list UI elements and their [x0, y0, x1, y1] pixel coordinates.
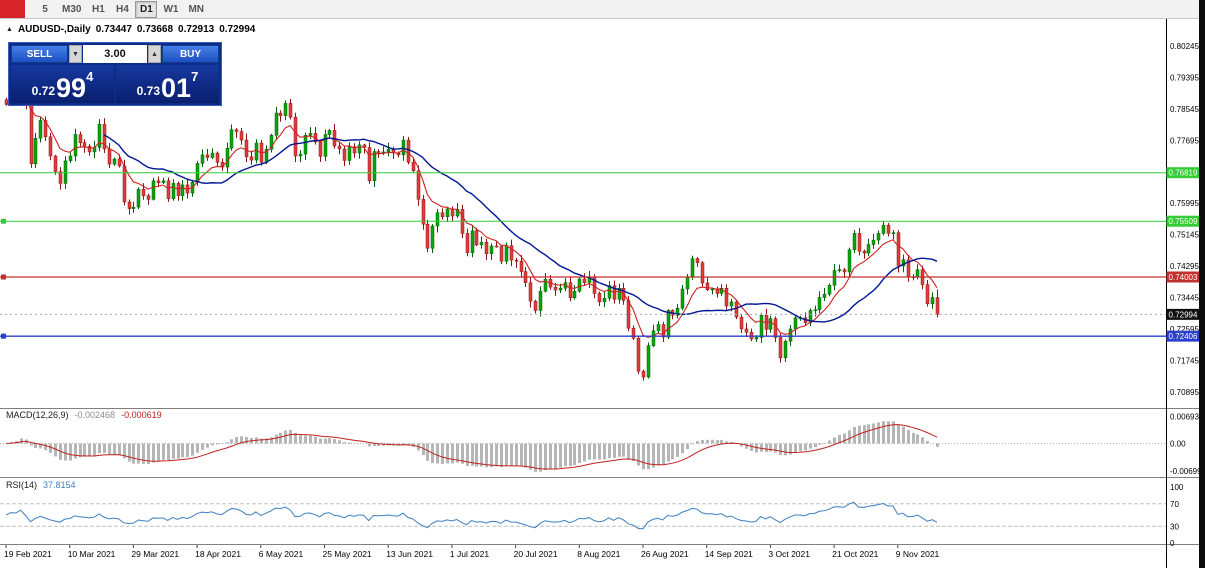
toolbar-red-icon[interactable] [0, 0, 25, 18]
svg-text:0.74295: 0.74295 [1170, 262, 1199, 271]
price-badge-0.75509: 0.75509 [1166, 215, 1199, 227]
svg-text:0.75145: 0.75145 [1170, 231, 1199, 240]
svg-text:0.78545: 0.78545 [1170, 105, 1199, 114]
hline-0.72406[interactable] [0, 333, 1166, 339]
chevron-up-icon: ▲ [151, 50, 158, 58]
svg-text:0.75509: 0.75509 [1169, 217, 1198, 226]
window-edge [1199, 0, 1205, 568]
svg-text:6 May 2021: 6 May 2021 [259, 549, 304, 559]
price-badge-0.72406: 0.72406 [1166, 330, 1199, 342]
svg-text:26 Aug 2021: 26 Aug 2021 [641, 549, 689, 559]
svg-text:0: 0 [1170, 539, 1175, 548]
sell-button[interactable]: SELL [11, 45, 68, 63]
timeframe-buttons: 5 M30 H1 H4 D1 W1 MN [33, 0, 209, 18]
svg-text:21 Oct 2021: 21 Oct 2021 [832, 549, 879, 559]
svg-text:20 Jul 2021: 20 Jul 2021 [514, 549, 558, 559]
trade-controls-row: SELL ▼ 3.00 ▲ BUY [11, 45, 219, 63]
svg-text:30: 30 [1170, 522, 1179, 531]
macd-axis[interactable]: 0.00693 0.00 -0.00699 [1170, 412, 1202, 475]
one-click-trading-panel: SELL ▼ 3.00 ▲ BUY 0.72 99 4 0.73 01 7 [8, 42, 222, 106]
bid-pipette: 4 [86, 69, 94, 84]
svg-text:0.70895: 0.70895 [1170, 388, 1199, 397]
ohlc-open: 0.73447 [95, 24, 132, 35]
bid-prefix: 0.72 [31, 84, 56, 98]
trade-prices-row: 0.72 99 4 0.73 01 7 [11, 65, 219, 103]
svg-text:13 Jun 2021: 13 Jun 2021 [386, 549, 433, 559]
price-badge-0.74003: 0.74003 [1166, 271, 1199, 283]
symbol-title: AUDUSD-,Daily [17, 24, 91, 35]
svg-text:0.74003: 0.74003 [1169, 273, 1198, 282]
chevron-down-icon: ▼ [72, 50, 79, 58]
svg-text:14 Sep 2021: 14 Sep 2021 [705, 549, 753, 559]
rsi-value: 37.8154 [43, 480, 76, 490]
macd-indicator [0, 421, 1166, 472]
macd-signal-value: -0.000619 [121, 410, 162, 420]
toolbar: 5 M30 H1 H4 D1 W1 MN [0, 0, 1205, 19]
timeframe-button-W1[interactable]: W1 [159, 1, 182, 18]
rsi-name: RSI(14) [6, 480, 38, 490]
moving-averages [5, 90, 938, 339]
timeframe-button-MN[interactable]: MN [184, 1, 208, 18]
svg-text:3 Oct 2021: 3 Oct 2021 [768, 549, 810, 559]
svg-text:0.76819: 0.76819 [1169, 169, 1198, 178]
ohlc-close: 0.72994 [219, 24, 256, 35]
hline-0.74003[interactable] [0, 274, 1166, 280]
ohlc-low: 0.72913 [178, 24, 215, 35]
bid-big-digits: 99 [56, 73, 87, 103]
ask-pipette: 7 [191, 69, 199, 84]
bid-price[interactable]: 0.72 99 4 [11, 65, 114, 103]
volume-input[interactable]: 3.00 [83, 45, 147, 63]
ask-price[interactable]: 0.73 01 7 [116, 65, 219, 103]
svg-text:1 Jul 2021: 1 Jul 2021 [450, 549, 489, 559]
svg-text:-0.00699: -0.00699 [1170, 467, 1202, 476]
svg-text:0.75995: 0.75995 [1170, 199, 1199, 208]
volume-decrease-button[interactable]: ▼ [69, 45, 82, 63]
ask-prefix: 0.73 [136, 84, 161, 98]
chart-symbol-header: ▲ AUDUSD-,Daily 0.73447 0.73668 0.72913 … [6, 24, 255, 35]
ohlc-high: 0.73668 [136, 24, 174, 35]
svg-text:0.80245: 0.80245 [1170, 42, 1199, 51]
svg-text:0.73445: 0.73445 [1170, 294, 1199, 303]
svg-text:18 Apr 2021: 18 Apr 2021 [195, 549, 241, 559]
svg-text:0.72994: 0.72994 [1169, 310, 1198, 319]
svg-text:0.79395: 0.79395 [1170, 73, 1199, 82]
candlesticks [4, 63, 940, 381]
collapse-panel-icon[interactable]: ▲ [6, 26, 13, 33]
time-axis[interactable]: 19 Feb 2021 10 Mar 2021 29 Mar 2021 18 Apr … [4, 545, 940, 559]
svg-text:70: 70 [1170, 500, 1179, 509]
macd-main-value: -0.002468 [74, 410, 116, 420]
svg-text:9 Nov 2021: 9 Nov 2021 [896, 549, 940, 559]
svg-text:0.71745: 0.71745 [1170, 357, 1199, 366]
buy-button[interactable]: BUY [162, 45, 219, 63]
price-badge-0.76819: 0.76819 [1166, 167, 1199, 179]
rsi-axis[interactable]: 100 70 30 0 [1170, 483, 1184, 548]
timeframe-button-5[interactable]: 5 [34, 1, 56, 18]
macd-header: MACD(12,26,9) -0.002468 -0.000619 [6, 410, 162, 420]
svg-text:0.77695: 0.77695 [1170, 136, 1199, 145]
ask-big-digits: 01 [161, 73, 192, 103]
svg-text:25 May 2021: 25 May 2021 [323, 549, 372, 559]
macd-name: MACD(12,26,9) [6, 410, 69, 420]
svg-text:0.72595: 0.72595 [1170, 325, 1199, 334]
svg-text:0.00693: 0.00693 [1170, 412, 1199, 421]
price-badge-0.72994: 0.72994 [1166, 308, 1199, 320]
svg-text:29 Mar 2021: 29 Mar 2021 [131, 549, 179, 559]
timeframe-button-H4[interactable]: H4 [111, 1, 133, 18]
rsi-header: RSI(14) 37.8154 [6, 480, 76, 490]
svg-text:8 Aug 2021: 8 Aug 2021 [577, 549, 620, 559]
svg-text:100: 100 [1170, 483, 1184, 492]
svg-text:19 Feb 2021: 19 Feb 2021 [4, 549, 52, 559]
rsi-indicator [0, 501, 1166, 530]
svg-text:0.00: 0.00 [1170, 440, 1186, 449]
hline-0.75509[interactable] [0, 218, 1166, 224]
panel-separators[interactable] [0, 408, 1199, 545]
svg-text:0.72406: 0.72406 [1169, 332, 1198, 341]
volume-increase-button[interactable]: ▲ [148, 45, 161, 63]
timeframe-button-H1[interactable]: H1 [87, 1, 109, 18]
svg-text:10 Mar 2021: 10 Mar 2021 [68, 549, 116, 559]
timeframe-button-D1[interactable]: D1 [135, 0, 158, 18]
timeframe-button-M30[interactable]: M30 [58, 1, 85, 18]
